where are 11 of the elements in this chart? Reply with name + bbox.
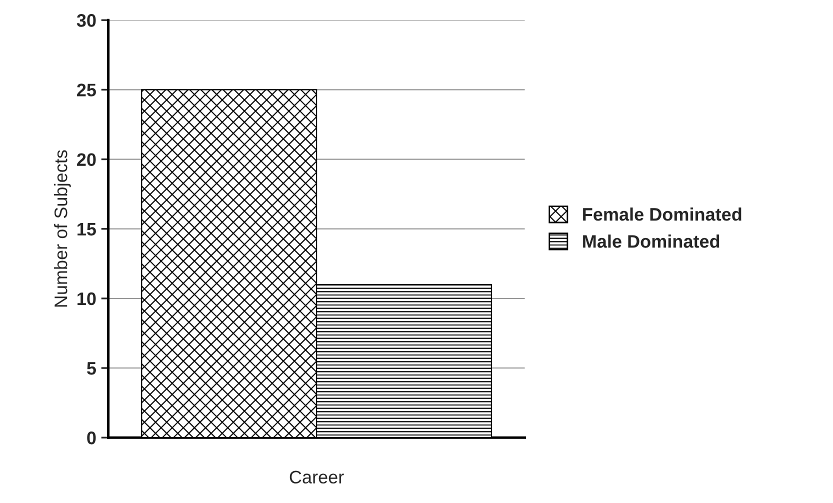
- y-tick-label: 0: [87, 432, 96, 444]
- x-axis-title: Career: [290, 470, 344, 484]
- y-tick-label: 5: [87, 362, 96, 375]
- y-tick-label: 15: [78, 222, 96, 236]
- legend-label: Male Dominated: [583, 234, 720, 248]
- legend-label: Female Dominated: [583, 208, 742, 221]
- y-axis-title: Number of Subjects: [54, 150, 71, 307]
- y-tick-label: 30: [76, 14, 96, 27]
- y-tick-label: 10: [78, 292, 96, 306]
- y-tick-label: 25: [77, 84, 96, 96]
- y-tick-label: 20: [77, 153, 96, 166]
